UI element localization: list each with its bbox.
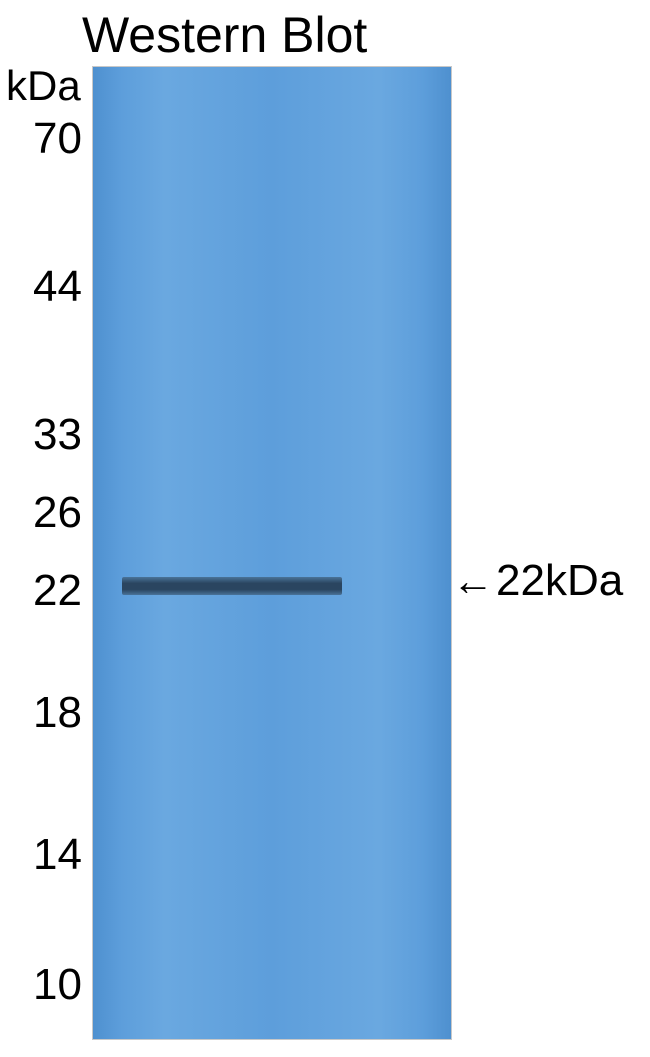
protein-band: [122, 577, 342, 595]
marker-10: 10: [12, 960, 82, 1010]
marker-14: 14: [12, 830, 82, 880]
western-blot-figure: Western Blot kDa 70 44 33 26 22 18 14 10…: [0, 0, 650, 1057]
marker-44: 44: [12, 262, 82, 312]
band-annotation: ← 22kDa: [452, 556, 623, 606]
annotation-text: 22kDa: [496, 556, 623, 606]
figure-title: Western Blot: [82, 6, 367, 64]
marker-33: 33: [12, 410, 82, 460]
marker-70: 70: [12, 114, 82, 164]
arrow-left-icon: ←: [452, 560, 494, 602]
unit-label: kDa: [6, 62, 81, 110]
marker-18: 18: [12, 688, 82, 738]
blot-lane: [92, 66, 452, 1040]
marker-22: 22: [12, 566, 82, 616]
marker-26: 26: [12, 488, 82, 538]
